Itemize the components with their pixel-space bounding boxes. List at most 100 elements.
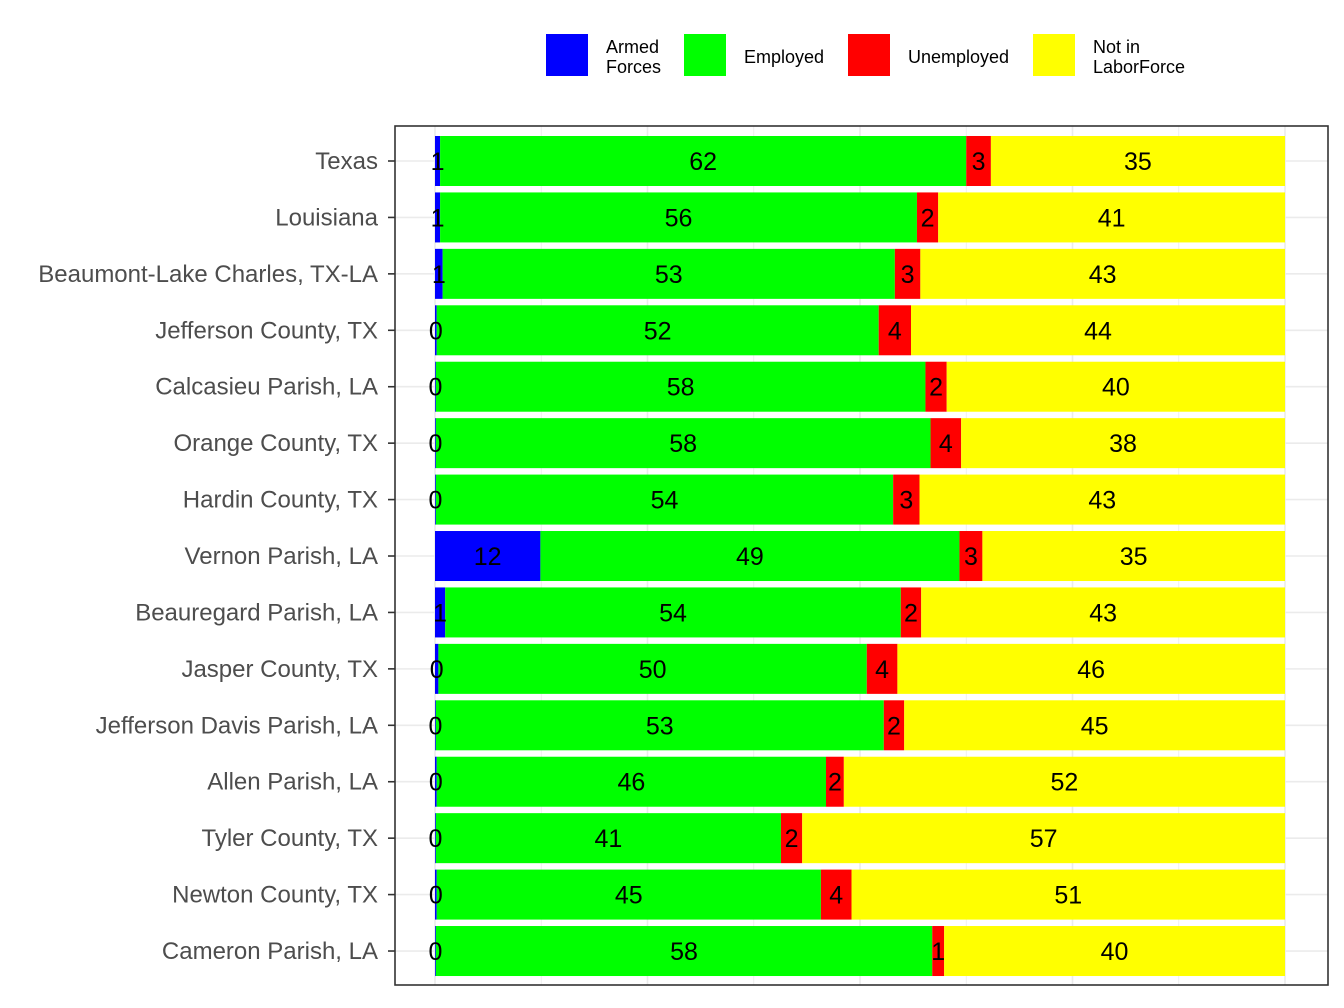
bar-unemployed-beauregard-parish-la	[900, 587, 922, 638]
category-label: Texas	[315, 148, 378, 175]
data-label: 54	[659, 599, 687, 627]
data-label: 58	[667, 374, 695, 402]
bar-unemployed-beaumont-lake-charles-tx-la	[894, 248, 921, 299]
data-label: 53	[646, 712, 674, 740]
category-label: Jasper County, TX	[181, 656, 378, 683]
legend-key	[848, 34, 890, 76]
bar-employed-hardin-county-tx	[435, 474, 894, 525]
bar-employed-jefferson-county-tx	[436, 305, 879, 356]
data-label: 41	[594, 825, 622, 853]
category-label: Orange County, TX	[173, 430, 378, 457]
data-label: 2	[785, 825, 799, 853]
data-label: 3	[901, 261, 915, 289]
category-label: Cameron Parish, LA	[162, 938, 378, 965]
data-label: 44	[1084, 317, 1112, 345]
data-label: 1	[431, 148, 445, 176]
bar-unemployed-vernon-parish-la	[959, 531, 983, 582]
data-label: 0	[428, 430, 442, 458]
data-label: 40	[1101, 938, 1129, 966]
data-label: 0	[429, 317, 443, 345]
category-label: Vernon Parish, LA	[185, 543, 378, 570]
bar-employed-newton-county-tx	[436, 869, 821, 920]
bar-unemployed-texas	[966, 136, 991, 186]
legend-label: Armed	[606, 37, 659, 57]
bar-armed-forces-calcasieu-parish-la	[435, 361, 436, 412]
data-label: 52	[1051, 769, 1079, 797]
bar-not-in-laborforce-jefferson-davis-parish-la	[904, 700, 1285, 751]
data-label: 56	[665, 204, 693, 232]
bar-unemployed-allen-parish-la	[826, 756, 844, 807]
bar-armed-forces-vernon-parish-la	[435, 531, 541, 582]
bar-not-in-laborforce-vernon-parish-la	[982, 531, 1285, 582]
category-label: Jefferson County, TX	[155, 317, 378, 344]
bar-not-in-laborforce-tyler-county-tx	[802, 813, 1285, 864]
bar-not-in-laborforce-hardin-county-tx	[919, 474, 1285, 525]
data-label: 35	[1124, 148, 1152, 176]
category-label: Tyler County, TX	[201, 825, 378, 852]
data-label: 45	[1081, 712, 1109, 740]
bar-employed-tyler-county-tx	[435, 813, 781, 864]
bar-armed-forces-jefferson-davis-parish-la	[435, 700, 436, 751]
bar-not-in-laborforce-beauregard-parish-la	[921, 587, 1285, 638]
data-label: 2	[828, 769, 842, 797]
category-label: Jefferson Davis Parish, LA	[96, 712, 378, 739]
bar-employed-allen-parish-la	[436, 756, 826, 807]
data-label: 51	[1054, 882, 1082, 910]
category-label: Beauregard Parish, LA	[135, 599, 378, 626]
bar-armed-forces-jefferson-county-tx	[435, 305, 437, 356]
legend-key	[1033, 34, 1075, 76]
bar-unemployed-jasper-county-tx	[866, 643, 898, 694]
legend-key	[684, 34, 726, 76]
data-label: 4	[875, 656, 889, 684]
data-label: 3	[972, 148, 986, 176]
category-label: Hardin County, TX	[183, 487, 378, 514]
bar-armed-forces-beauregard-parish-la	[435, 587, 446, 638]
bar-not-in-laborforce-allen-parish-la	[843, 756, 1285, 807]
bar-not-in-laborforce-jefferson-county-tx	[911, 305, 1285, 356]
bar-employed-beaumont-lake-charles-tx-la	[442, 248, 895, 299]
bar-unemployed-cameron-parish-la	[932, 926, 945, 977]
data-label: 46	[617, 769, 645, 797]
data-label: 0	[430, 656, 444, 684]
data-label: 43	[1089, 261, 1117, 289]
bar-unemployed-hardin-county-tx	[893, 474, 920, 525]
bar-armed-forces-louisiana	[435, 192, 441, 243]
bar-not-in-laborforce-beaumont-lake-charles-tx-la	[920, 248, 1285, 299]
bar-not-in-laborforce-calcasieu-parish-la	[946, 361, 1285, 412]
data-label: 0	[428, 938, 442, 966]
data-label: 58	[669, 430, 697, 458]
bar-employed-beauregard-parish-la	[445, 587, 901, 638]
panel-border	[394, 125, 1329, 986]
bar-armed-forces-newton-county-tx	[435, 869, 437, 920]
legend-item-employed: Employed	[684, 34, 824, 76]
legend-label: Not in	[1093, 37, 1140, 57]
data-label: 0	[428, 487, 442, 515]
data-label: 2	[904, 599, 918, 627]
data-label: 3	[899, 487, 913, 515]
bar-employed-louisiana	[440, 192, 917, 243]
bar-armed-forces-texas	[435, 136, 441, 186]
data-label: 1	[931, 938, 945, 966]
bar-not-in-laborforce-texas	[990, 136, 1285, 186]
data-label: 43	[1088, 487, 1116, 515]
bar-unemployed-orange-county-tx	[930, 418, 962, 469]
data-label: 1	[433, 599, 447, 627]
bar-not-in-laborforce-louisiana	[938, 192, 1285, 243]
data-label: 46	[1077, 656, 1105, 684]
bar-employed-calcasieu-parish-la	[435, 361, 926, 412]
bar-employed-jasper-county-tx	[438, 643, 867, 694]
bar-not-in-laborforce-orange-county-tx	[961, 418, 1285, 469]
data-label: 0	[428, 712, 442, 740]
data-label: 41	[1098, 204, 1126, 232]
legend-label: LaborForce	[1093, 57, 1185, 77]
bar-employed-texas	[440, 136, 967, 186]
bar-unemployed-newton-county-tx	[820, 869, 852, 920]
data-label: 53	[655, 261, 683, 289]
data-label: 45	[615, 882, 643, 910]
data-label: 3	[964, 543, 978, 571]
data-label: 40	[1102, 374, 1130, 402]
legend-label: Forces	[606, 57, 661, 77]
data-label: 57	[1030, 825, 1058, 853]
bar-employed-jefferson-davis-parish-la	[435, 700, 884, 751]
